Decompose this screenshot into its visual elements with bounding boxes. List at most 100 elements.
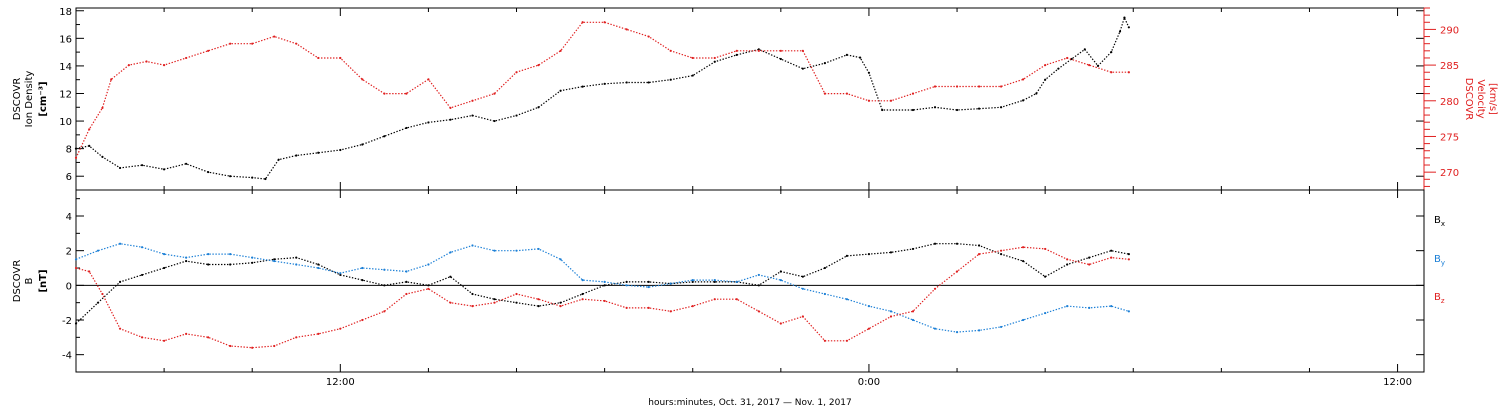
bx-point <box>515 301 518 304</box>
ion-density-point <box>933 106 937 109</box>
velocity-point <box>361 78 364 81</box>
velocity-point <box>999 85 1003 88</box>
y-axis-label: B <box>24 277 35 284</box>
bz-point <box>713 298 716 301</box>
top-panel-frame <box>75 7 1425 191</box>
y-tick-label: 12 <box>59 89 72 100</box>
velocity-point <box>110 78 113 81</box>
by-point <box>1022 318 1025 322</box>
bz-point <box>163 339 166 342</box>
bz-point <box>867 327 871 330</box>
by-point <box>559 258 562 261</box>
by-point <box>757 273 760 277</box>
by-point <box>999 325 1003 329</box>
bz-point <box>101 292 104 296</box>
velocity-point <box>515 71 518 74</box>
velocity-point <box>493 92 496 95</box>
velocity-point <box>163 63 166 67</box>
by-point <box>955 331 959 334</box>
ion-density-point <box>339 148 342 152</box>
bz-point <box>361 318 364 322</box>
by-point <box>251 256 254 259</box>
ion-density-point <box>1123 16 1126 19</box>
bz-point <box>999 249 1003 252</box>
x-tick-label: 12:00 <box>1383 377 1412 388</box>
velocity-point <box>427 78 430 81</box>
bz-point <box>493 301 496 304</box>
y-axis-label: Ion Density <box>24 71 35 128</box>
by-point <box>273 259 276 263</box>
ion-density-point <box>669 78 672 81</box>
velocity-point <box>823 92 826 95</box>
by-point <box>140 246 144 249</box>
velocity-point <box>669 49 672 52</box>
y-axis-label: DSCOVR <box>12 78 23 121</box>
bx-point <box>449 275 452 278</box>
bx-point <box>867 253 871 256</box>
bz-point <box>185 332 188 335</box>
bz-point <box>779 322 782 325</box>
velocity-point <box>801 49 804 52</box>
ion-density-point <box>207 170 210 174</box>
velocity-point <box>845 92 849 95</box>
bx-point <box>801 275 804 278</box>
bx-point <box>845 254 849 257</box>
ion-density-point <box>1110 51 1113 54</box>
legend-bz: Bz <box>1434 292 1445 305</box>
by-point <box>691 279 694 282</box>
ion-density-point <box>911 108 915 112</box>
y-tick-label: 16 <box>59 34 72 45</box>
velocity-point <box>88 128 91 131</box>
ion-density-series <box>75 16 1130 180</box>
right-axis-label: [km/s] <box>1487 83 1498 115</box>
velocity-point <box>471 99 474 102</box>
velocity-point <box>603 21 606 24</box>
bz-point <box>537 298 540 301</box>
ion-density-point <box>277 158 280 161</box>
bz-point <box>1022 246 1025 249</box>
velocity-point <box>229 42 232 45</box>
ion-density-point <box>493 119 496 123</box>
bx-point <box>96 301 100 304</box>
velocity-point <box>735 49 738 52</box>
by-point <box>515 249 518 252</box>
ion-density-point <box>471 114 474 117</box>
bx-point <box>74 322 78 325</box>
velocity-point <box>1022 78 1025 81</box>
ion-density-point <box>427 121 430 124</box>
bx-point <box>823 266 826 270</box>
by-point <box>581 279 584 282</box>
by-point <box>735 280 738 283</box>
bx-point <box>251 261 254 264</box>
bz-point <box>317 332 320 335</box>
velocity-point <box>449 106 452 110</box>
bx-point <box>471 292 474 296</box>
velocity-point <box>405 92 408 95</box>
bx-point <box>140 273 144 277</box>
ion-density-point <box>229 175 232 178</box>
bz-point <box>647 306 650 309</box>
bx-point <box>1066 263 1069 266</box>
ion-density-point <box>163 168 166 171</box>
velocity-point <box>101 106 104 110</box>
velocity-point <box>581 21 584 24</box>
bx-point <box>383 284 386 287</box>
bx-point <box>427 284 430 287</box>
bz-point <box>581 298 584 301</box>
velocity-point <box>911 92 915 95</box>
y-tick-label: 8 <box>66 145 72 156</box>
bz-point <box>251 346 254 349</box>
ion-density-point <box>1127 26 1130 29</box>
by-point <box>1110 305 1113 308</box>
bx-point <box>911 247 915 251</box>
ion-density-point <box>1044 78 1047 81</box>
bz-point <box>74 266 78 270</box>
bz-point <box>845 339 849 342</box>
ion-density-point <box>845 53 849 56</box>
ion-density-point <box>867 71 871 74</box>
bx-point <box>955 242 959 245</box>
right-y-tick-label: 280 <box>1440 97 1459 108</box>
bx-point <box>118 280 122 283</box>
bx-point <box>977 244 981 247</box>
by-point <box>933 327 937 330</box>
